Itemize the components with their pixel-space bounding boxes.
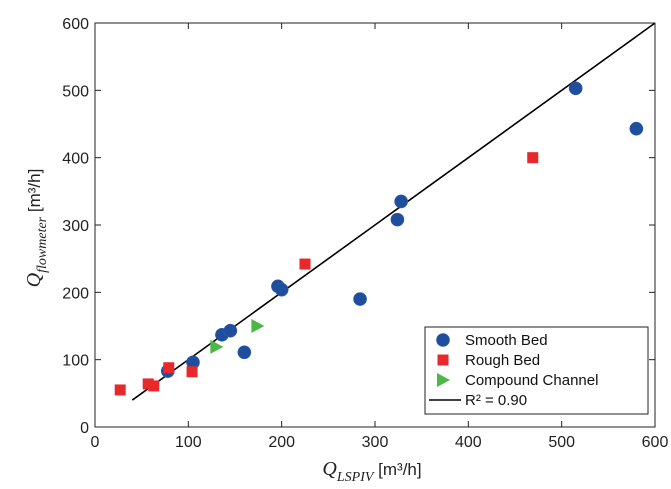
- data-point: [163, 362, 175, 374]
- y-tick-label: 0: [80, 420, 89, 437]
- x-tick-label: 400: [455, 434, 482, 451]
- y-axis-symbol: Q: [23, 272, 45, 287]
- x-axis-subscript: LSPIV: [336, 470, 375, 485]
- data-point: [148, 380, 160, 392]
- legend-swatch: [437, 373, 450, 387]
- x-tick-label: 300: [362, 434, 389, 451]
- data-point: [299, 258, 311, 270]
- data-point: [568, 81, 583, 96]
- x-tick-label: 600: [642, 434, 669, 451]
- data-point: [353, 292, 367, 306]
- x-tick-label: 0: [91, 434, 100, 451]
- y-axis-subscript: flowmeter: [35, 216, 50, 273]
- y-tick-label: 600: [62, 16, 89, 33]
- y-axis-unit: [m³/h]: [25, 169, 44, 217]
- legend-label: Smooth Bed: [465, 332, 548, 349]
- data-point: [186, 366, 198, 378]
- x-axis-symbol: Q: [322, 458, 337, 480]
- data-point: [390, 212, 405, 227]
- legend-label: Rough Bed: [465, 352, 540, 369]
- data-point: [223, 323, 238, 338]
- x-axis-ticks: 0 100 200 300 400 500 600: [91, 23, 669, 451]
- data-point: [629, 121, 644, 136]
- x-axis-unit: [m³/h]: [373, 460, 421, 479]
- data-point: [210, 339, 224, 354]
- y-tick-label: 400: [62, 151, 89, 168]
- x-axis-label: QLSPIV [m³/h]: [322, 458, 421, 485]
- series-compound-channel: [210, 319, 265, 354]
- data-point: [394, 194, 408, 209]
- y-tick-label: 300: [62, 218, 89, 235]
- x-tick-label: 500: [548, 434, 575, 451]
- series-smooth-bed: [161, 81, 644, 378]
- y-axis-ticks: 0 100 200 300 400 500 600: [62, 16, 655, 437]
- legend: Smooth Bed Rough Bed Compound Channel R² = …: [424, 326, 649, 415]
- data-point: [527, 152, 539, 164]
- data-point: [237, 345, 252, 360]
- data-point: [114, 384, 126, 396]
- x-tick-label: 100: [175, 434, 202, 451]
- legend-label: R² = 0.90: [465, 392, 527, 409]
- y-axis-label: Qflowmeter [m³/h]: [23, 169, 50, 288]
- legend-swatch: [437, 354, 449, 366]
- data-point: [274, 282, 289, 297]
- y-tick-label: 500: [62, 83, 89, 100]
- legend-label: Compound Channel: [465, 372, 598, 389]
- data-point: [251, 319, 265, 333]
- data-point: [142, 378, 154, 390]
- series-rough-bed: [114, 152, 539, 396]
- x-tick-label: 200: [268, 434, 295, 451]
- legend-box: [424, 326, 649, 415]
- legend-swatch: [436, 333, 450, 347]
- y-tick-label: 200: [62, 285, 89, 302]
- y-tick-label: 100: [62, 353, 89, 370]
